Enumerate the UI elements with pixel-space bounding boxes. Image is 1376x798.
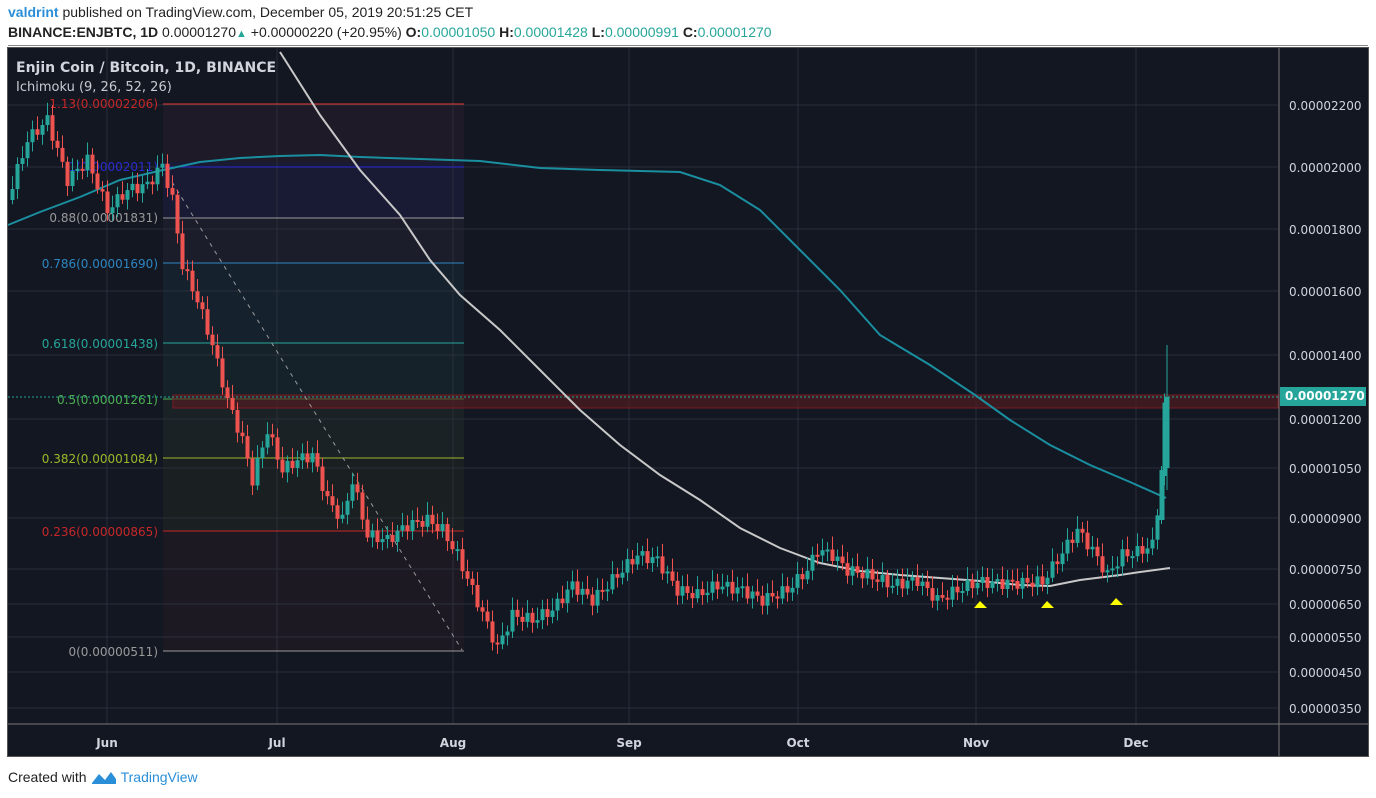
published-text: published on TradingView.com, December 0… [62,4,474,20]
svg-text:0.00001800: 0.00001800 [1289,223,1362,237]
fib-zone [163,343,464,399]
resistance-zone[interactable] [172,394,1279,409]
close-label: C: [682,24,698,40]
fib-zone [163,162,464,218]
fib-zone [163,263,464,343]
svg-text:0.00000650: 0.00000650 [1289,598,1362,612]
svg-text:0.5(0.00001261): 0.5(0.00001261) [57,393,158,407]
support-marker-icon [1110,598,1123,605]
high-label: H: [499,24,514,40]
fib-zone [163,218,464,263]
svg-text:0.00000900: 0.00000900 [1289,512,1362,526]
tradingview-logo-icon [91,772,116,784]
svg-text:0.00002200: 0.00002200 [1289,99,1362,113]
last-price-tag: 0.00001270 [1280,387,1366,406]
low-label: L: [591,24,605,40]
open-value: 0.00001050 [421,24,496,40]
low-value: 0.00000991 [604,24,679,40]
fib-zone [163,458,464,531]
svg-text:0(0.00000511): 0(0.00000511) [68,645,158,659]
svg-text:0.00001400: 0.00001400 [1289,349,1362,363]
svg-text:0.382(0.00001084): 0.382(0.00001084) [42,452,158,466]
footer: Created with TradingView [8,769,198,785]
fib-zone [163,399,464,458]
svg-text:0.00000550: 0.00000550 [1289,631,1362,645]
svg-text:Nov: Nov [963,736,989,750]
svg-text:Jul: Jul [267,736,285,750]
publisher-link[interactable]: valdrint [8,4,59,20]
svg-text:0.618(0.00001438): 0.618(0.00001438) [42,337,158,351]
fib-zone [163,104,464,162]
price-axis-labels: 0.00002200 0.00002000 0.00001800 0.00001… [1289,99,1362,716]
svg-text:0.00000350: 0.00000350 [1289,702,1362,716]
high-value: 0.00001428 [513,24,588,40]
svg-text:1.13(0.00002206): 1.13(0.00002206) [49,97,158,111]
svg-text:0.00001200: 0.00001200 [1289,413,1362,427]
svg-text:0.00001600: 0.00001600 [1289,285,1362,299]
svg-text:1(0.00002011): 1(0.00002011) [68,160,158,174]
created-with-text: Created with [8,769,87,785]
last-price: 0.00001270 [162,24,236,40]
chart-title: Enjin Coin / Bitcoin, 1D, BINANCE [16,60,277,76]
up-arrow-icon: ▲ [235,28,247,40]
time-axis-labels: Jun Jul Aug Sep Oct Nov Dec [95,736,1148,750]
white-moving-average [279,51,1171,588]
svg-text:0.00002000: 0.00002000 [1289,161,1362,175]
header-divider [8,45,1368,46]
svg-text:0.88(0.00001831): 0.88(0.00001831) [49,211,158,225]
svg-text:Sep: Sep [616,736,642,750]
fib-labels: 1.13(0.00002206) 1(0.00002011) 0.88(0.00… [42,97,158,659]
candlesticks[interactable] [10,102,1170,654]
support-marker-icon [1041,601,1054,608]
tradingview-link[interactable]: TradingView [120,769,198,785]
grid [8,48,1278,724]
support-marker-icon [974,601,987,608]
svg-text:0.00000750: 0.00000750 [1289,563,1362,577]
svg-text:Dec: Dec [1123,736,1148,750]
fib-zone [163,531,464,651]
svg-text:0.786(0.00001690): 0.786(0.00001690) [42,257,158,271]
svg-text:Aug: Aug [440,736,466,750]
price-change: +0.00000220 (+20.95%) [250,24,402,40]
svg-text:0.00001050: 0.00001050 [1289,462,1362,476]
teal-moving-average [7,153,1167,499]
svg-text:0.236(0.00000865): 0.236(0.00000865) [42,525,158,539]
svg-text:0.00000450: 0.00000450 [1289,666,1362,680]
close-value: 0.00001270 [697,24,772,40]
svg-text:Jun: Jun [95,736,118,750]
publish-info: valdrint published on TradingView.com, D… [8,4,473,20]
indicator-label[interactable]: Ichimoku (9, 26, 52, 26) [16,80,172,95]
svg-text:Oct: Oct [786,736,809,750]
ohlc-bar: BINANCE:ENJBTC, 1D 0.00001270▲ +0.000002… [8,24,772,40]
open-label: O: [405,24,422,40]
trend-line[interactable] [171,181,463,651]
symbol: BINANCE:ENJBTC, 1D [8,24,159,40]
